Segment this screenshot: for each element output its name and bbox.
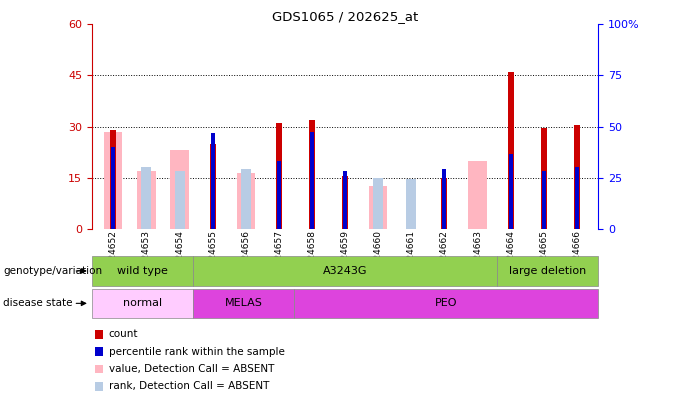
Bar xyxy=(196,24,229,229)
Bar xyxy=(461,24,494,229)
Bar xyxy=(277,161,281,229)
Bar xyxy=(262,24,295,229)
Bar xyxy=(175,171,184,229)
Bar xyxy=(497,256,598,286)
Bar xyxy=(211,133,215,229)
Bar xyxy=(343,171,347,229)
Bar xyxy=(141,168,152,229)
Bar xyxy=(209,144,216,229)
Bar xyxy=(342,176,348,229)
Bar xyxy=(407,179,416,229)
Title: GDS1065 / 202625_at: GDS1065 / 202625_at xyxy=(272,10,418,23)
Bar xyxy=(104,132,122,229)
Bar xyxy=(241,169,251,229)
Bar xyxy=(97,24,130,229)
Bar xyxy=(443,169,447,229)
Bar xyxy=(137,171,156,229)
Text: disease state: disease state xyxy=(3,298,73,308)
Bar xyxy=(369,186,388,229)
Text: value, Detection Call = ABSENT: value, Detection Call = ABSENT xyxy=(109,364,274,374)
Bar xyxy=(229,24,262,229)
Text: PEO: PEO xyxy=(435,298,458,308)
Text: percentile rank within the sample: percentile rank within the sample xyxy=(109,347,285,356)
Bar xyxy=(130,24,163,229)
Bar xyxy=(574,125,580,229)
Bar xyxy=(163,24,196,229)
Bar xyxy=(527,24,560,229)
Bar xyxy=(494,24,527,229)
Text: genotype/variation: genotype/variation xyxy=(3,266,103,276)
Bar xyxy=(309,120,315,229)
Bar xyxy=(508,72,513,229)
Bar xyxy=(171,150,188,229)
Bar xyxy=(295,24,328,229)
Bar xyxy=(428,24,461,229)
Bar xyxy=(294,289,598,318)
Text: large deletion: large deletion xyxy=(509,266,586,276)
Bar xyxy=(112,147,116,229)
Bar xyxy=(276,123,282,229)
Bar xyxy=(92,289,193,318)
Bar xyxy=(469,161,487,229)
Bar xyxy=(362,24,395,229)
Bar xyxy=(560,24,594,229)
Text: rank, Detection Call = ABSENT: rank, Detection Call = ABSENT xyxy=(109,382,269,391)
Bar xyxy=(193,289,294,318)
Text: MELAS: MELAS xyxy=(225,298,262,308)
Bar xyxy=(575,168,579,229)
Bar xyxy=(373,178,383,229)
Text: count: count xyxy=(109,329,138,339)
Text: normal: normal xyxy=(123,298,162,308)
Text: A3243G: A3243G xyxy=(323,266,367,276)
Text: wild type: wild type xyxy=(117,266,168,276)
Bar xyxy=(441,178,447,229)
Bar xyxy=(509,154,513,229)
Bar xyxy=(237,173,255,229)
Bar xyxy=(541,128,547,229)
Bar xyxy=(310,132,314,229)
Bar xyxy=(328,24,362,229)
Bar xyxy=(395,24,428,229)
Bar xyxy=(110,130,116,229)
Bar xyxy=(92,256,193,286)
Bar xyxy=(193,256,497,286)
Bar xyxy=(542,171,546,229)
